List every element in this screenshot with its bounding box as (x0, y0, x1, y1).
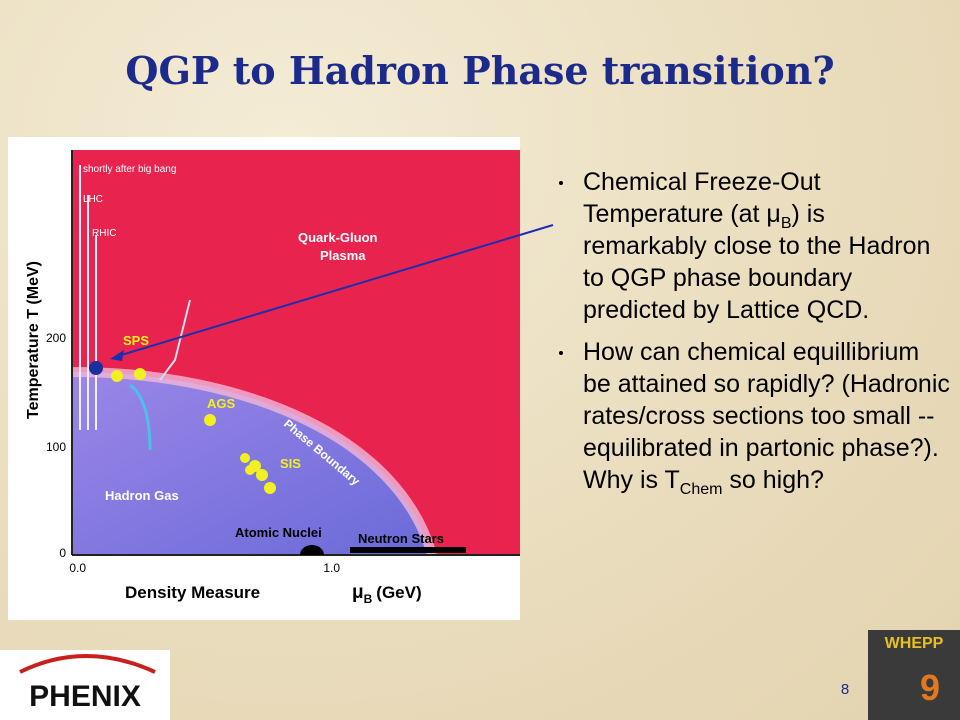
x-axis-symbol: μB (GeV) (352, 582, 422, 606)
x-tick-label: 0.0 (69, 561, 86, 575)
bullet-list: Chemical Freeze-Out Temperature (at μB) … (559, 166, 951, 506)
data-points (111, 368, 276, 494)
tick-labels: 200 100 0 0.0 1.0 (46, 331, 340, 575)
logo-bg (868, 630, 960, 720)
neutron-bar (350, 547, 466, 553)
logo-bg (0, 650, 170, 720)
logo-arc (19, 654, 156, 674)
label: LHC (83, 194, 103, 205)
whepp-logo: WHEPP 9 (868, 630, 960, 720)
label: SPS (123, 333, 149, 348)
logo-text: PHENIX (29, 680, 141, 713)
y-tick-label: 200 (46, 331, 66, 345)
label: Atomic Nuclei (235, 525, 322, 540)
label: Hadron Gas (105, 488, 179, 503)
text: How can chemical equillibrium be attaine… (583, 338, 950, 494)
x-tick-label: 1.0 (323, 561, 340, 575)
label: RHIC (92, 228, 116, 239)
subscript: B (780, 215, 792, 232)
label: Neutron Stars (358, 531, 444, 546)
label: shortly after big bang (83, 164, 176, 175)
label: SIS (280, 456, 301, 471)
trajectories (79, 165, 191, 451)
y-axis-title: Temperature T (MeV) (25, 261, 42, 419)
arrow (117, 224, 554, 357)
symbol-sub: B (364, 592, 373, 606)
logo-text: WHEPP (885, 635, 944, 652)
text: ) is remarkably close to the Hadron to Q… (583, 200, 931, 324)
symbol: μ (352, 582, 364, 603)
label: Quark-Gluon (298, 230, 378, 245)
label: AGS (207, 396, 236, 411)
unit: (GeV) (376, 583, 421, 602)
slide-title: QGP to Hadron Phase transition? (125, 48, 835, 93)
y-tick-label: 0 (59, 546, 66, 560)
label: Plasma (320, 248, 366, 263)
text: μ (766, 200, 781, 228)
bullet: Chemical Freeze-Out Temperature (at μB) … (559, 166, 951, 326)
freeze-out-point (89, 361, 103, 375)
text: so high? (722, 466, 824, 494)
phenix-logo: PHENIX (0, 650, 170, 720)
bullet: How can chemical equillibrium be attaine… (559, 336, 951, 498)
y-tick-label: 100 (46, 440, 66, 454)
nuclei-mark (300, 545, 324, 555)
page-number: 8 (841, 681, 849, 698)
x-axis-title: Density Measure (125, 583, 260, 602)
arrow-head (110, 350, 124, 361)
text: Chemical Freeze-Out Temperature (at (583, 168, 821, 228)
subscript: Chem (679, 481, 723, 498)
label-group: shortly after big bang LHC RHIC (83, 164, 176, 239)
logo-number: 9 (920, 667, 940, 708)
